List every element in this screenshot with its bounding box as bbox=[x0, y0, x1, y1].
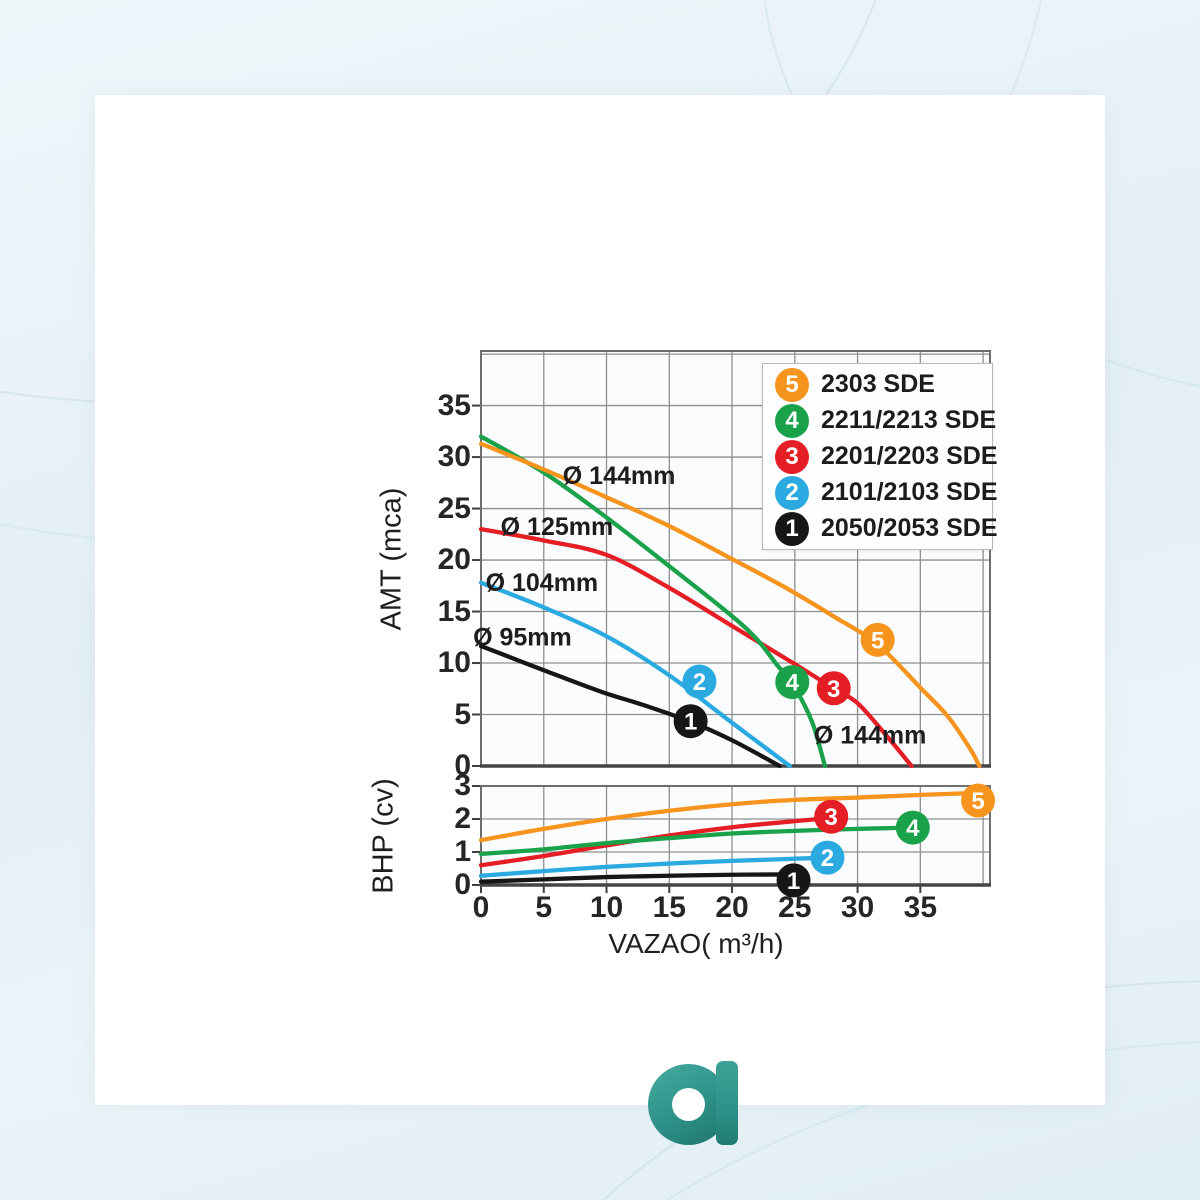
curve-marker-2 bbox=[810, 840, 845, 875]
legend-item: 4 2211/2213 SDE bbox=[763, 403, 996, 438]
bhp-chart-svg: 12 3 4 5 bbox=[472, 783, 996, 898]
legend-item-label: 2211/2213 SDE bbox=[821, 406, 997, 434]
x-axis-label: VAZAO( m³/h) bbox=[608, 928, 784, 959]
x-tick-label: 0 bbox=[472, 891, 490, 924]
logo-a-stem bbox=[716, 1061, 738, 1145]
curve-marker-4 bbox=[895, 810, 930, 845]
legend-item: 5 2303 SDE bbox=[763, 367, 992, 402]
x-tick-label: 30 bbox=[840, 891, 875, 924]
content-card: AMT (mca) BHP (cv) VAZAO( m³/h) Ø 144mm Ø… bbox=[95, 95, 1105, 1145]
legend-badge-number: 2 bbox=[785, 478, 799, 506]
curve-marker-number: 1 bbox=[684, 709, 697, 736]
curve-marker-4 bbox=[775, 665, 810, 700]
amt-ytick-label: 25 bbox=[437, 491, 471, 525]
series-curve-2050-2053-SDE bbox=[478, 643, 782, 769]
curve-marker-1 bbox=[673, 704, 708, 739]
legend-badge-4: 4 bbox=[775, 403, 809, 438]
x-tick-label: 15 bbox=[652, 891, 686, 924]
legend-badge-5: 5 bbox=[775, 367, 809, 402]
legend-item-label: 2101/2103 SDE bbox=[821, 478, 998, 506]
bhp-ytick-label: 2 bbox=[454, 802, 471, 835]
bhp-ytick-label: 3 bbox=[454, 769, 471, 802]
x-tick-label: 25 bbox=[778, 891, 812, 924]
series-curve-2303-SDE bbox=[478, 441, 982, 769]
bhp-ytick-label: 1 bbox=[454, 835, 471, 868]
amt-ytick-label: 5 bbox=[454, 697, 471, 731]
legend-badge-number: 3 bbox=[785, 442, 799, 470]
series-curve-2211-2213-SDE bbox=[478, 434, 828, 769]
curve-marker-number: 5 bbox=[971, 788, 984, 815]
legend-badge-1: 1 bbox=[775, 511, 809, 546]
amt-ytick-label: 35 bbox=[437, 388, 471, 422]
logo-a-bowl bbox=[648, 1064, 729, 1145]
curve-marker-number: 3 bbox=[825, 804, 838, 831]
amt-ytick-label: 0 bbox=[454, 749, 471, 782]
curve-marker-number: 4 bbox=[906, 815, 920, 842]
legend-badge-number: 5 bbox=[785, 370, 799, 398]
curve-marker-3 bbox=[816, 671, 851, 706]
legend-badge-2: 2 bbox=[775, 475, 809, 510]
x-tick-labels: 0 5 10 15 20 25 30 35 bbox=[473, 891, 990, 927]
brand-logo bbox=[648, 1061, 738, 1145]
curve-marker-number: 4 bbox=[786, 670, 800, 697]
legend-item: 1 2050/2053 SDE bbox=[763, 511, 998, 546]
legend-item: 2 2101/2103 SDE bbox=[763, 475, 998, 510]
x-tick-label: 5 bbox=[535, 891, 553, 924]
legend-item: 3 2201/2203 SDE bbox=[763, 439, 998, 474]
series-curve-2211-2213-SDE bbox=[478, 825, 915, 857]
curve-marker-5 bbox=[860, 622, 895, 657]
amt-ytick-label: 15 bbox=[437, 594, 471, 628]
legend-item-label: 2201/2203 SDE bbox=[821, 442, 998, 470]
bhp-ytick-label: 0 bbox=[454, 868, 471, 901]
curve-marker-number: 2 bbox=[821, 845, 834, 872]
curve-marker-number: 5 bbox=[871, 627, 884, 654]
x-tick-label: 10 bbox=[589, 891, 624, 924]
curve-annotation: Ø 125mm bbox=[501, 513, 614, 541]
legend-item-label: 2303 SDE bbox=[821, 370, 935, 398]
curve-marker-3 bbox=[814, 799, 849, 834]
amt-ytick-labels: 0 5 10 15 20 25 30 35 bbox=[395, 351, 471, 782]
curve-marker-1 bbox=[776, 863, 811, 898]
amt-ytick-label: 10 bbox=[437, 646, 471, 680]
curve-annotation: Ø 144mm bbox=[563, 462, 676, 490]
series-curve-2303-SDE bbox=[478, 790, 990, 843]
curve-annotation: Ø 144mm bbox=[814, 721, 927, 749]
amt-ytick-label: 30 bbox=[437, 440, 471, 474]
x-tick-label: 20 bbox=[715, 891, 749, 924]
series-curve-2101-2103-SDE bbox=[478, 580, 792, 769]
legend-badge-3: 3 bbox=[775, 439, 809, 474]
legend-badge-number: 1 bbox=[785, 514, 799, 542]
x-tick-label: 35 bbox=[903, 891, 938, 924]
series-curve-2050-2053-SDE bbox=[478, 872, 787, 884]
curve-marker-number: 2 bbox=[693, 669, 706, 696]
legend-badge-number: 4 bbox=[785, 406, 799, 434]
amt-ytick-label: 20 bbox=[437, 543, 471, 577]
curve-marker-5 bbox=[961, 783, 996, 818]
series-curve-2101-2103-SDE bbox=[478, 855, 820, 878]
curve-marker-2 bbox=[682, 664, 717, 699]
curve-annotation: Ø 95mm bbox=[473, 624, 572, 652]
curve-annotation: Ø 104mm bbox=[486, 569, 599, 597]
curve-marker-number: 3 bbox=[827, 676, 840, 703]
legend-item-label: 2050/2053 SDE bbox=[821, 514, 998, 542]
chart-legend: 5 2303 SDE 4 2211/2213 SDE 3 2201/2203 S… bbox=[762, 363, 998, 550]
curve-marker-number: 1 bbox=[787, 868, 800, 895]
series-curve-2201-2203-SDE bbox=[478, 816, 829, 868]
